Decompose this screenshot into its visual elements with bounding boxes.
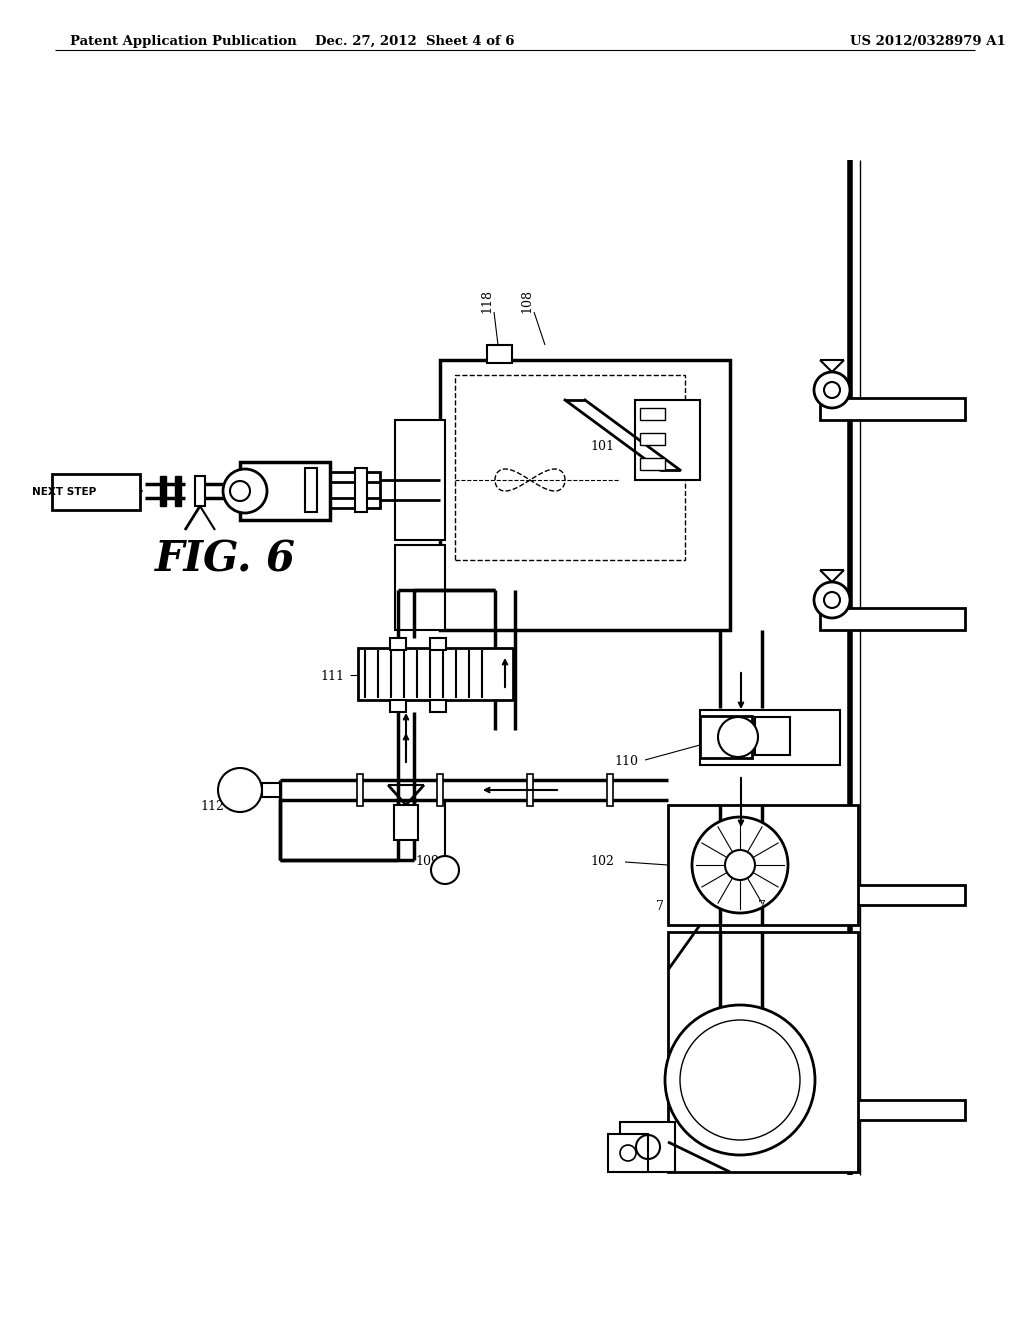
Bar (160, 477, 166, 506)
Text: 7: 7 (656, 900, 664, 913)
Bar (820, 884, 965, 906)
Circle shape (814, 372, 850, 408)
Text: 110: 110 (614, 755, 638, 768)
Bar (305, 469, 317, 512)
Circle shape (223, 469, 267, 513)
Bar (700, 715, 752, 758)
Bar (820, 609, 965, 630)
Bar (620, 1122, 675, 1172)
Bar (390, 638, 406, 649)
Text: 112: 112 (200, 800, 224, 813)
Circle shape (230, 480, 250, 502)
Bar (195, 477, 205, 506)
Text: 7: 7 (758, 900, 766, 913)
Bar (527, 774, 534, 807)
Circle shape (824, 591, 840, 609)
Circle shape (692, 817, 788, 913)
Bar (487, 345, 512, 363)
Bar (394, 805, 418, 840)
Bar (440, 360, 730, 630)
Bar (607, 774, 613, 807)
Circle shape (814, 582, 850, 618)
Circle shape (218, 768, 262, 812)
Text: Patent Application Publication: Patent Application Publication (70, 36, 297, 48)
Bar (455, 375, 685, 560)
Circle shape (824, 381, 840, 399)
Bar (262, 783, 280, 797)
Text: FIG. 6: FIG. 6 (155, 539, 296, 581)
Bar (430, 700, 446, 711)
Bar (395, 545, 445, 630)
Bar (395, 420, 445, 540)
Text: 101: 101 (590, 440, 614, 453)
Bar (330, 473, 380, 508)
Bar (357, 774, 362, 807)
Bar (355, 469, 367, 512)
Bar (52, 474, 140, 510)
Circle shape (665, 1005, 815, 1155)
Bar (437, 774, 443, 807)
Bar (820, 399, 965, 420)
Bar (820, 1100, 965, 1119)
Circle shape (431, 855, 459, 884)
Bar (175, 477, 181, 506)
Bar (700, 710, 840, 766)
Bar (668, 932, 858, 1172)
Circle shape (718, 717, 758, 756)
Text: 108: 108 (520, 289, 534, 313)
Bar (358, 648, 513, 700)
Bar (240, 462, 330, 520)
Text: NEXT STEP: NEXT STEP (32, 487, 96, 498)
Text: 118: 118 (480, 289, 493, 313)
Bar (668, 805, 858, 925)
Bar (608, 1134, 648, 1172)
Bar (640, 408, 665, 420)
Bar (640, 433, 665, 445)
Bar (640, 458, 665, 470)
Text: US 2012/0328979 A1: US 2012/0328979 A1 (850, 36, 1006, 48)
Text: 111: 111 (319, 671, 344, 682)
Bar (430, 638, 446, 649)
Circle shape (725, 850, 755, 880)
Bar (755, 717, 790, 755)
Text: Dec. 27, 2012  Sheet 4 of 6: Dec. 27, 2012 Sheet 4 of 6 (315, 36, 515, 48)
Text: 109: 109 (415, 855, 439, 869)
Bar (635, 400, 700, 480)
Text: 102: 102 (590, 855, 613, 869)
Bar (390, 700, 406, 711)
